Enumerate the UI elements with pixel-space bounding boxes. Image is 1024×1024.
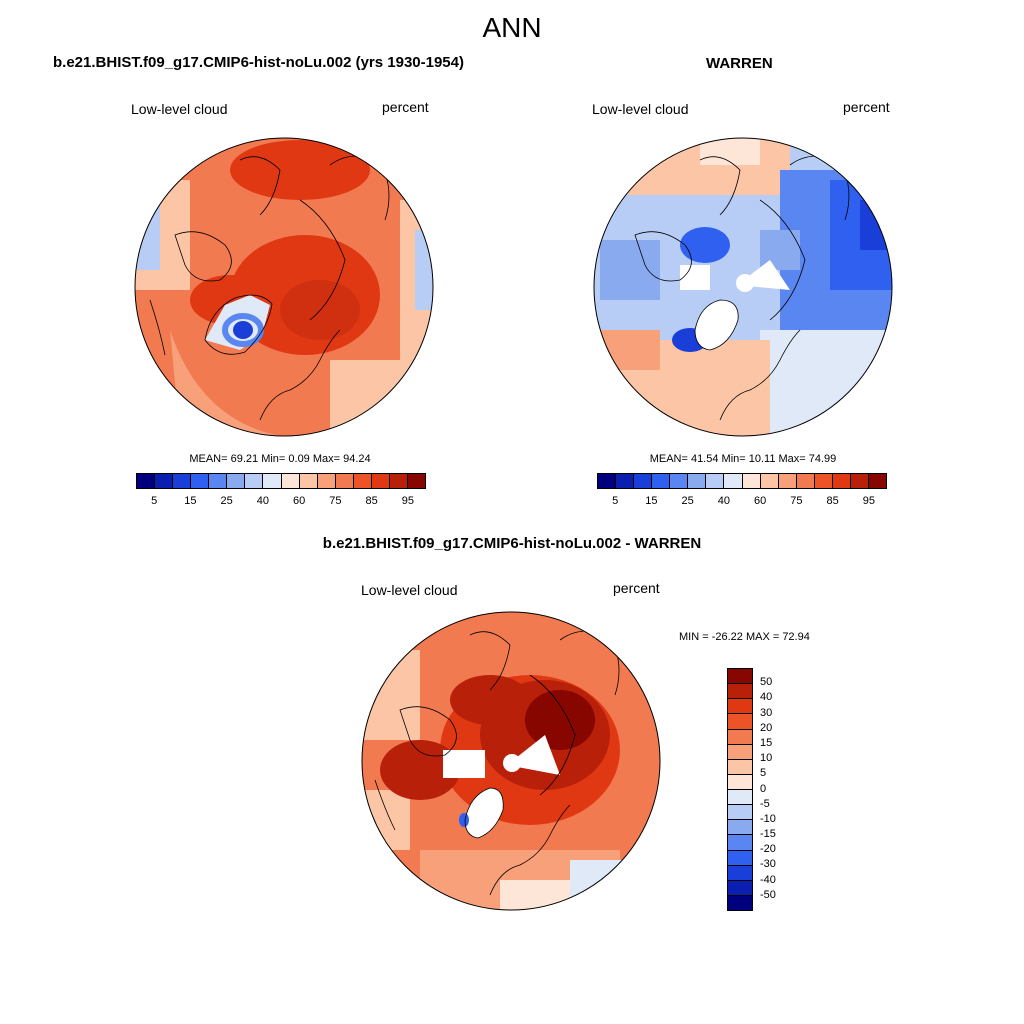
colorbar-box [688, 474, 707, 488]
colorbar-box [353, 474, 372, 488]
colorbar-box [728, 820, 752, 836]
colorbar-tick-label: 10 [760, 752, 773, 765]
panel-diff-title: b.e21.BHIST.f09_g17.CMIP6-hist-noLu.002 … [322, 535, 702, 552]
panel-diff-left-label: Low-level cloud [361, 582, 458, 598]
colorbar-box [263, 474, 282, 488]
colorbar-box [227, 474, 246, 488]
colorbar-tick-label: 15 [760, 736, 773, 749]
colorbar-tick-label: 15 [645, 495, 658, 507]
colorbar-box [814, 474, 833, 488]
colorbar-box [728, 729, 752, 745]
colorbar-box [728, 759, 752, 775]
colorbar-tick-label: -30 [760, 858, 776, 871]
colorbar-tick-label: 15 [184, 495, 197, 507]
colorbar-box [728, 744, 752, 760]
colorbar-tick-label: -50 [760, 888, 776, 901]
colorbar-box [299, 474, 318, 488]
colorbar-box [191, 474, 210, 488]
colorbar-box [728, 790, 752, 806]
colorbar-box [724, 474, 743, 488]
colorbar-tick-label: -40 [760, 873, 776, 886]
colorbar-box [728, 805, 752, 821]
colorbar-tick-label: 95 [862, 495, 875, 507]
colorbar-box [796, 474, 815, 488]
colorbar-box [389, 474, 408, 488]
colorbar-box [634, 474, 653, 488]
colorbar-box [728, 714, 752, 730]
colorbar-box [868, 474, 886, 488]
colorbar-tick-label: -15 [760, 828, 776, 841]
colorbar-box [728, 880, 752, 896]
colorbar-tick-label: 5 [612, 495, 619, 507]
colorbar-box [706, 474, 725, 488]
colorbar-tick-label: -5 [760, 797, 770, 810]
colorbar-box [728, 699, 752, 715]
panel-diff-stats: MIN = -26.22 MAX = 72.94 [679, 631, 810, 643]
panel-obs-right-label: percent [843, 99, 890, 115]
panel-obs-left-label: Low-level cloud [592, 101, 689, 117]
figure-title: ANN [482, 12, 542, 43]
colorbar-tick-label: 60 [293, 495, 306, 507]
panel-obs-stats: MEAN= 41.54 Min= 10.11 Max= 74.99 [649, 453, 837, 465]
panel-model-left-label: Low-level cloud [131, 101, 228, 117]
colorbar-box [245, 474, 264, 488]
colorbar-tick-label: 40 [256, 495, 269, 507]
colorbar-tick-label: 85 [826, 495, 839, 507]
colorbar-tick-label: -10 [760, 812, 776, 825]
colorbar-tick-label: 30 [760, 706, 773, 719]
colorbar-tick-label: 25 [220, 495, 233, 507]
colorbar-box [335, 474, 354, 488]
colorbar-box [728, 669, 752, 685]
colorbar-box [616, 474, 635, 488]
colorbar-tick-label: 0 [760, 782, 767, 795]
colorbar-box [728, 774, 752, 790]
colorbar-tick-label: 40 [717, 495, 730, 507]
panel-model-title: b.e21.BHIST.f09_g17.CMIP6-hist-noLu.002 … [53, 54, 464, 71]
colorbar-box [778, 474, 797, 488]
panel-model-right-label: percent [382, 99, 429, 115]
colorbar-tick-label: 60 [754, 495, 767, 507]
colorbar-box [598, 474, 617, 488]
panel-diff-right-label: percent [613, 580, 660, 596]
colorbar-tick-label: 75 [790, 495, 803, 507]
panel-diff-colorbar [727, 668, 753, 911]
colorbar-box [209, 474, 228, 488]
colorbar-box [760, 474, 779, 488]
colorbar-box [407, 474, 425, 488]
colorbar-tick-label: 40 [760, 691, 773, 704]
colorbar-box [173, 474, 192, 488]
colorbar-box [652, 474, 671, 488]
colorbar-tick-label: 95 [401, 495, 414, 507]
colorbar-tick-label: -20 [760, 843, 776, 856]
panel-model-colorbar [136, 473, 426, 489]
colorbar-box [137, 474, 156, 488]
colorbar-box [728, 850, 752, 866]
colorbar-tick-label: 50 [760, 676, 773, 689]
colorbar-box [728, 865, 752, 881]
colorbar-box [728, 684, 752, 700]
colorbar-box [155, 474, 174, 488]
colorbar-tick-label: 25 [681, 495, 694, 507]
colorbar-box [281, 474, 300, 488]
colorbar-tick-label: 20 [760, 721, 773, 734]
panel-model-stats: MEAN= 69.21 Min= 0.09 Max= 94.24 [189, 453, 371, 465]
colorbar-box [670, 474, 689, 488]
colorbar-box [832, 474, 851, 488]
colorbar-tick-label: 85 [365, 495, 378, 507]
colorbar-box [317, 474, 336, 488]
colorbar-box [850, 474, 869, 488]
colorbar-box [371, 474, 390, 488]
panel-obs-colorbar [597, 473, 887, 489]
colorbar-box [728, 835, 752, 851]
colorbar-tick-label: 5 [151, 495, 158, 507]
colorbar-box [742, 474, 761, 488]
colorbar-tick-label: 5 [760, 767, 767, 780]
colorbar-tick-label: 75 [329, 495, 342, 507]
colorbar-box [728, 895, 752, 910]
panel-obs-title: WARREN [706, 55, 773, 72]
